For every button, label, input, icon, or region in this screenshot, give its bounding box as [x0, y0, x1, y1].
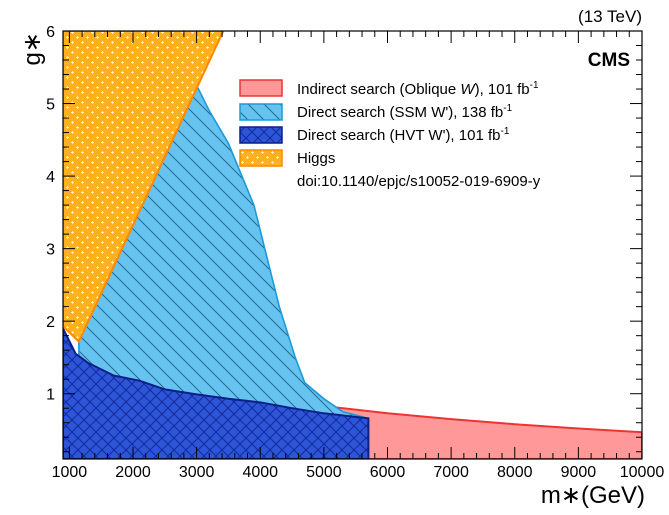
- legend-label-higgs: Higgs: [297, 150, 335, 167]
- legend-item-oblique: Indirect search (Oblique W), 101 fb-1: [239, 79, 539, 98]
- legend-label-hvt: Direct search (HVT W'), 101 fb: [297, 127, 500, 144]
- x-tick-label: 5000: [306, 464, 342, 481]
- legend-label-oblique-italic: W: [460, 81, 476, 98]
- y-tick-label: 2: [46, 314, 55, 331]
- x-tick-label: 1000: [52, 464, 88, 481]
- legend-swatch-ssm: [239, 103, 283, 121]
- y-axis-title: g∗: [19, 32, 46, 65]
- legend-swatch-oblique: [239, 79, 283, 97]
- y-tick-label: 4: [46, 169, 55, 186]
- doi-text: doi:10.1140/epjc/s10052-019-6909-y: [297, 173, 541, 190]
- legend-item-hvt: Direct search (HVT W'), 101 fb-1: [239, 126, 510, 144]
- y-tick-label: 1: [46, 387, 55, 404]
- cms-label: CMS: [588, 50, 630, 71]
- legend-swatch-higgs: [239, 149, 283, 167]
- legend-label-hvt-sup: -1: [500, 126, 509, 137]
- region-higgs: [63, 31, 225, 344]
- legend-label-oblique-sup: -1: [530, 80, 539, 91]
- y-tick-label: 3: [46, 242, 55, 259]
- region-oblique-indirect: [335, 406, 642, 459]
- x-tick-label: 9000: [561, 464, 597, 481]
- svg-text:Indirect search (Oblique W), 1: Indirect search (Oblique W), 101 fb-1: [297, 80, 539, 98]
- svg-text:Direct search (SSM W'), 138 fb: Direct search (SSM W'), 138 fb-1: [297, 103, 513, 121]
- y-tick-labels: 1 2 3 4 5 6: [46, 24, 55, 404]
- x-tick-label: 4000: [242, 464, 278, 481]
- legend-item-ssm: Direct search (SSM W'), 138 fb-1: [239, 103, 513, 121]
- legend-label-oblique: Indirect search (Oblique: [297, 81, 460, 98]
- plot-frame: [62, 30, 643, 460]
- legend-label-ssm-sup: -1: [503, 103, 512, 114]
- x-axis-title: m∗(GeV): [541, 482, 645, 509]
- legend-label-oblique-tail: ), 101 fb: [475, 81, 530, 98]
- axis-ticks: [63, 30, 643, 459]
- legend: Indirect search (Oblique W), 101 fb-1 Di…: [239, 79, 541, 190]
- x-tick-labels: 1000 2000 3000 4000 5000 6000 7000 8000 9000 1000…: [52, 464, 665, 481]
- x-tick-label: 6000: [370, 464, 406, 481]
- y-tick-label: 6: [46, 24, 55, 41]
- legend-label-ssm: Direct search (SSM W'), 138 fb: [297, 104, 503, 121]
- x-tick-label: 3000: [179, 464, 215, 481]
- plot-regions: [63, 31, 642, 459]
- svg-text:Direct search (HVT W'), 101 fb: Direct search (HVT W'), 101 fb-1: [297, 126, 510, 144]
- legend-item-higgs: Higgs: [239, 149, 335, 167]
- x-tick-label: 2000: [115, 464, 151, 481]
- y-tick-label: 5: [46, 97, 55, 114]
- energy-label: (13 TeV): [578, 7, 642, 26]
- region-hvt-direct: [63, 327, 370, 459]
- legend-swatch-hvt: [239, 126, 283, 144]
- x-tick-label: 10000: [620, 464, 665, 481]
- x-tick-label: 8000: [497, 464, 533, 481]
- x-tick-label: 7000: [433, 464, 469, 481]
